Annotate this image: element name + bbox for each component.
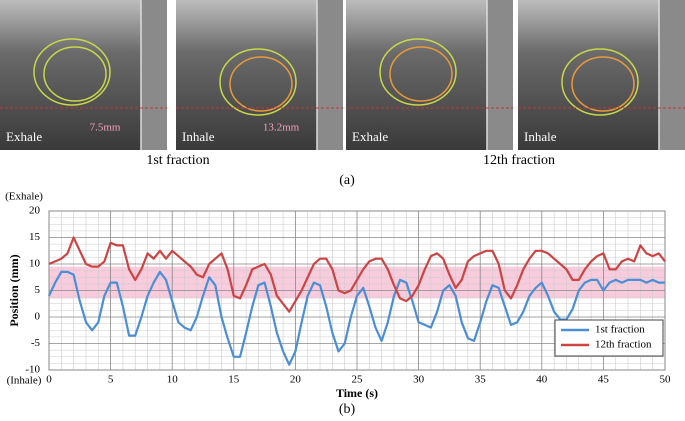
- contour: [229, 56, 293, 112]
- y-tick-label: 15: [29, 231, 41, 243]
- x-tick-label: 30: [413, 374, 425, 386]
- annotation: (Inhale): [7, 375, 42, 387]
- panel-tag: (a): [339, 173, 355, 188]
- y-tick-label: 20: [29, 205, 41, 217]
- annotation: (Exhale): [5, 191, 43, 203]
- caption: 12th fraction: [483, 153, 555, 168]
- image-label: Inhale: [182, 129, 215, 144]
- x-tick-label: 10: [167, 374, 179, 386]
- measurement: 7.5mm: [90, 122, 121, 134]
- y-tick-label: 5: [35, 284, 41, 296]
- x-tick-label: 40: [536, 374, 548, 386]
- xray-image: [346, 0, 513, 150]
- contour: [389, 46, 453, 102]
- y-tick-label: -10: [25, 364, 40, 376]
- x-tick-label: 35: [475, 374, 487, 386]
- x-tick-label: 25: [352, 374, 364, 386]
- y-tick-label: 0: [35, 311, 41, 323]
- side-strip: [141, 0, 167, 150]
- contour: [43, 46, 107, 102]
- xray-image: [0, 0, 167, 150]
- legend-label: 1st fraction: [595, 324, 645, 336]
- side-strip: [487, 0, 513, 150]
- x-tick-label: 50: [660, 374, 672, 386]
- x-tick-label: 15: [228, 374, 240, 386]
- x-tick-label: 5: [108, 374, 114, 386]
- image-label: Exhale: [352, 129, 388, 144]
- contour: [219, 48, 297, 116]
- caption: 1st fraction: [146, 153, 209, 168]
- xray-image: [518, 0, 685, 150]
- xray-image: [176, 0, 343, 150]
- measurement: 13.2mm: [263, 122, 300, 134]
- contour: [561, 48, 639, 116]
- legend: [554, 319, 664, 357]
- x-tick-label: 20: [290, 374, 302, 386]
- y-tick-label: -5: [31, 337, 41, 349]
- legend-label: 12th fraction: [595, 339, 652, 351]
- contour: [379, 38, 457, 106]
- panel-tag: (b): [339, 402, 356, 417]
- image-label: Exhale: [6, 129, 42, 144]
- contour: [33, 38, 111, 106]
- contour: [571, 56, 635, 112]
- y-tick-label: 10: [29, 258, 41, 270]
- x-tick-label: 45: [598, 374, 610, 386]
- x-tick-label: 0: [46, 374, 52, 386]
- side-strip: [317, 0, 343, 150]
- side-strip: [659, 0, 685, 150]
- image-label: Inhale: [524, 129, 557, 144]
- y-axis-label: Position (mm): [7, 254, 21, 326]
- x-axis-label: Time (s): [336, 386, 378, 400]
- series-line: [48, 236, 666, 313]
